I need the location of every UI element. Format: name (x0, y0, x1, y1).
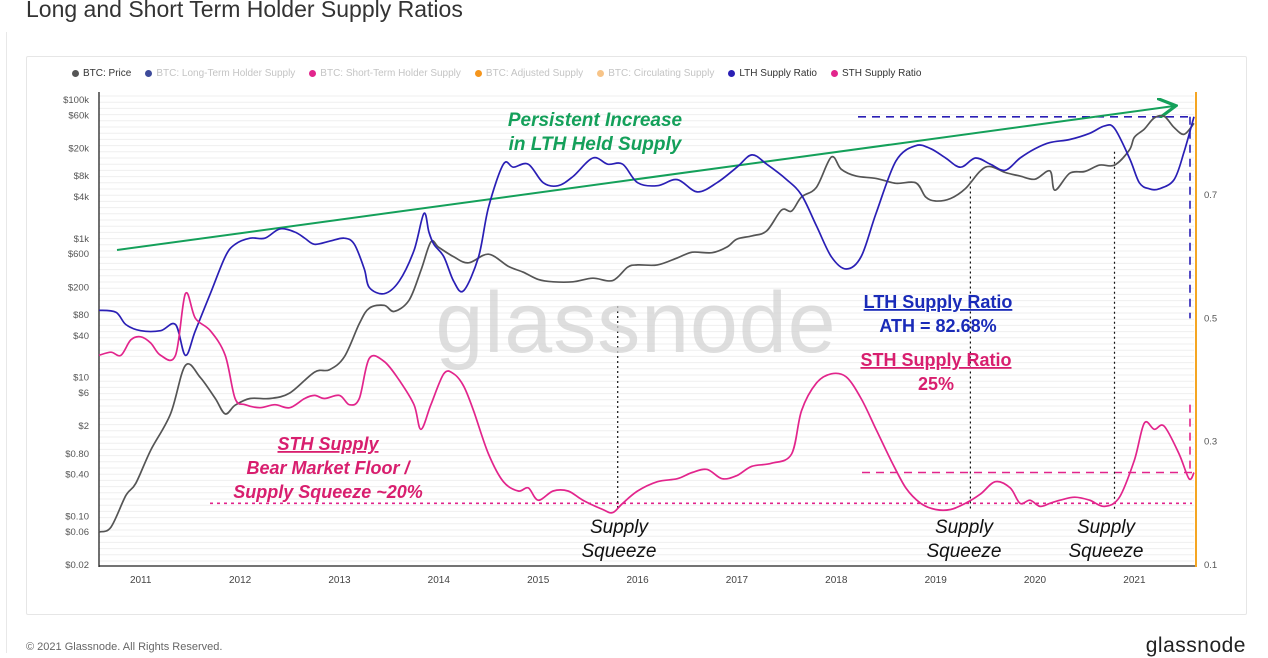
legend-label: BTC: Price (83, 67, 132, 79)
squeeze-label-2-word1: Supply (935, 517, 995, 538)
legend-dot-icon (72, 69, 79, 77)
legend-label: BTC: Short-Term Holder Supply (320, 67, 461, 79)
x-tick-label: 2013 (328, 575, 351, 586)
x-tick-label: 2014 (428, 575, 451, 586)
x-tick-label: 2021 (1123, 575, 1146, 586)
x-tick-label: 2019 (925, 575, 948, 586)
x-tick-label: 2011 (130, 575, 152, 586)
squeeze-label-1-word1: Supply (590, 517, 650, 538)
squeeze-label-3-word1: Supply (1077, 517, 1137, 538)
legend-dot-icon (474, 69, 482, 77)
sth-floor-line1: STH Supply (277, 434, 379, 454)
legend-dot-icon (597, 69, 605, 77)
y-left-tick-label: $0.80 (65, 449, 89, 460)
lth-ratio-value: ATH = 82.68% (879, 316, 996, 336)
y-left-tick-label: $0.10 (65, 512, 89, 523)
y-left-tick-label: $100k (63, 95, 89, 106)
reference-lines-layer (116, 106, 1192, 510)
legend-dot-icon (309, 69, 317, 77)
trend-arrow (116, 106, 1174, 251)
y-right-tick-label: 0.7 (1204, 190, 1217, 201)
y-left-tick-label: $0.06 (65, 527, 89, 538)
lth-ratio-title: LTH Supply Ratio (864, 292, 1013, 312)
legend-dot-icon (830, 69, 838, 77)
y-right-tick-label: 0.5 (1204, 313, 1217, 324)
legend-item[interactable]: LTH Supply Ratio (728, 66, 817, 80)
legend-item[interactable]: BTC: Price (72, 66, 131, 80)
y-left-tick-label: $2 (78, 421, 89, 432)
brand-logo: glassnode (1145, 634, 1246, 657)
page-title: Long and Short Term Holder Supply Ratios (26, 0, 463, 22)
sth-ratio-title: STH Supply Ratio (860, 350, 1011, 370)
trend-annotation-line2: in LTH Held Supply (509, 134, 683, 155)
y-left-tick-label: $0.40 (65, 470, 89, 481)
squeeze-label-2-word2: Squeeze (926, 541, 1001, 562)
y-right-tick-label: 0.1 (1204, 560, 1217, 571)
x-tick-label: 2020 (1024, 575, 1047, 586)
trend-annotation-line1: Persistent Increase (508, 110, 683, 131)
legend-item[interactable]: BTC: Short-Term Holder Supply (309, 66, 461, 80)
axis-layer: $100k $60k $20k $8k $4k $1k $600 $200 $80 $40 $10 $… (63, 92, 1217, 586)
y-left-tick-label: $4k (74, 192, 90, 203)
y-left-tick-label: $80 (73, 310, 89, 321)
x-tick-label: 2018 (825, 575, 848, 586)
watermark: glassnode (435, 275, 836, 371)
legend-label: STH Supply Ratio (841, 67, 922, 79)
chart-legend: BTC: Price BTC: Long-Term Holder Supply BT… (72, 66, 921, 80)
y-left-tick-label: $1k (74, 234, 90, 245)
y-left-tick-label: $8k (74, 171, 90, 182)
y-left-tick-label: $10 (73, 373, 89, 384)
price-series-line (98, 114, 1195, 533)
y-left-tick-label: $0.02 (65, 560, 89, 571)
squeeze-label-1-word2: Squeeze (581, 541, 656, 562)
x-tick-label: 2016 (626, 575, 649, 586)
sth-floor-line2: Bear Market Floor / (246, 458, 411, 478)
legend-label: BTC: Long-Term Holder Supply (156, 67, 296, 79)
legend-label: BTC: Adjusted Supply (485, 67, 584, 79)
chart-panel (26, 56, 1247, 615)
y-right-tick-label: 0.3 (1204, 437, 1217, 448)
legend-dot-icon (145, 69, 153, 77)
sth-ratio-series-line (98, 291, 1195, 514)
y-left-tick-label: $20k (68, 143, 89, 154)
x-tick-label: 2017 (726, 575, 749, 586)
y-left-tick-label: $6 (78, 388, 89, 399)
legend-item[interactable]: BTC: Long-Term Holder Supply (145, 66, 295, 80)
x-tick-label: 2015 (527, 575, 550, 586)
legend-dot-icon (728, 69, 736, 77)
legend-label: LTH Supply Ratio (739, 67, 817, 79)
y-left-tick-label: $60k (68, 110, 89, 121)
copyright-footer: © 2021 Glassnode. All Rights Reserved. (26, 641, 223, 653)
legend-item[interactable]: BTC: Circulating Supply (597, 66, 714, 80)
squeeze-label-3-word2: Squeeze (1068, 541, 1143, 562)
y-left-tick-label: $600 (68, 249, 89, 260)
legend-item[interactable]: BTC: Adjusted Supply (474, 66, 584, 80)
page-edge-rule (6, 32, 7, 653)
legend-item[interactable]: STH Supply Ratio (830, 66, 922, 80)
sth-ratio-value: 25% (918, 374, 954, 394)
x-tick-label: 2012 (229, 575, 252, 586)
lth-ratio-series-line (98, 116, 1195, 357)
y-left-tick-label: $200 (68, 282, 89, 293)
series-layer (98, 114, 1195, 533)
sth-floor-line3: Supply Squeeze ~20% (233, 482, 423, 502)
y-left-tick-label: $40 (73, 331, 89, 342)
legend-label: BTC: Circulating Supply (608, 67, 715, 79)
